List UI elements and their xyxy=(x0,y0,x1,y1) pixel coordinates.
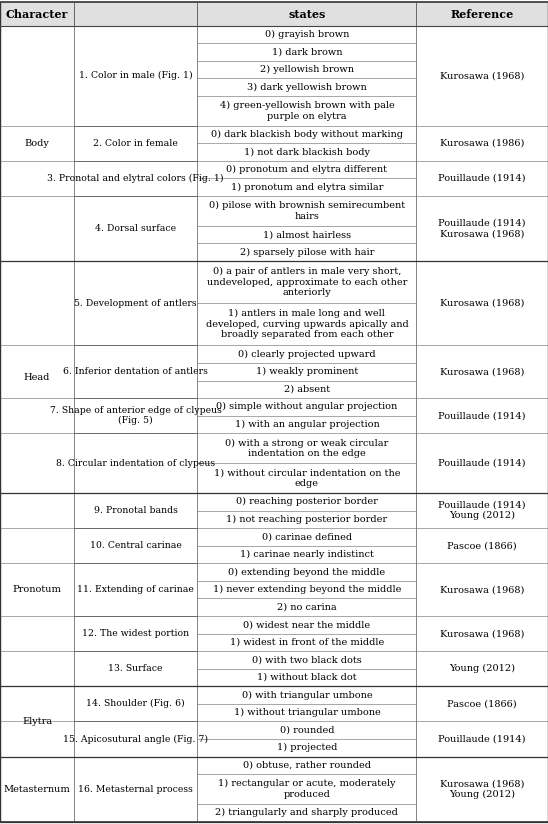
Text: 0) dark blackish body without marking: 0) dark blackish body without marking xyxy=(211,130,403,139)
Text: Body: Body xyxy=(25,138,49,147)
Text: 4. Dorsal surface: 4. Dorsal surface xyxy=(95,224,176,233)
Text: 0) rounded: 0) rounded xyxy=(279,726,334,735)
Text: Character: Character xyxy=(6,8,68,20)
Text: 11. Extending of carinae: 11. Extending of carinae xyxy=(77,585,194,594)
Text: 2) no carina: 2) no carina xyxy=(277,602,336,611)
Text: Kurosawa (1968): Kurosawa (1968) xyxy=(440,71,524,80)
Text: 1) pronotum and elytra similar: 1) pronotum and elytra similar xyxy=(231,183,383,192)
Text: 4) green-yellowish brown with pale
purple on elytra: 4) green-yellowish brown with pale purpl… xyxy=(220,101,394,120)
Text: 15. Apicosutural angle (Fig. 7): 15. Apicosutural angle (Fig. 7) xyxy=(63,734,208,743)
Text: Elytra: Elytra xyxy=(22,717,52,726)
Text: 2. Color in female: 2. Color in female xyxy=(93,138,178,147)
Text: 13. Surface: 13. Surface xyxy=(109,664,163,673)
Text: Pouillaude (1914)
Young (2012): Pouillaude (1914) Young (2012) xyxy=(438,501,526,521)
Text: 0) reaching posterior border: 0) reaching posterior border xyxy=(236,498,378,507)
Text: 1) not reaching posterior border: 1) not reaching posterior border xyxy=(226,515,387,524)
Text: Pouillaude (1914)
Kurosawa (1968): Pouillaude (1914) Kurosawa (1968) xyxy=(438,218,526,238)
Text: 16. Metasternal process: 16. Metasternal process xyxy=(78,784,193,794)
Text: states: states xyxy=(288,8,326,20)
Text: 0) widest near the middle: 0) widest near the middle xyxy=(243,620,370,630)
Text: 1) widest in front of the middle: 1) widest in front of the middle xyxy=(230,638,384,647)
Text: 0) simple without angular projection: 0) simple without angular projection xyxy=(216,402,397,411)
Text: 1) not dark blackish body: 1) not dark blackish body xyxy=(244,147,370,157)
Text: 7. Shape of anterior edge of clypeus
(Fig. 5): 7. Shape of anterior edge of clypeus (Fi… xyxy=(50,406,221,425)
Text: 1) without black dot: 1) without black dot xyxy=(257,673,357,682)
Text: 14. Shoulder (Fig. 6): 14. Shoulder (Fig. 6) xyxy=(86,700,185,709)
Text: 1) without circular indentation on the
edge: 1) without circular indentation on the e… xyxy=(214,468,400,488)
Text: Pouillaude (1914): Pouillaude (1914) xyxy=(438,459,526,468)
Text: 1) without triangular umbone: 1) without triangular umbone xyxy=(233,708,380,717)
Text: Pascoe (1866): Pascoe (1866) xyxy=(447,541,517,550)
Text: 0) with triangular umbone: 0) with triangular umbone xyxy=(242,691,372,700)
Text: Pronotum: Pronotum xyxy=(13,585,61,594)
Text: 1) dark brown: 1) dark brown xyxy=(272,48,342,56)
Text: 1. Color in male (Fig. 1): 1. Color in male (Fig. 1) xyxy=(79,71,192,80)
Text: Kurosawa (1986): Kurosawa (1986) xyxy=(440,138,524,147)
Text: 9. Pronotal bands: 9. Pronotal bands xyxy=(94,506,178,515)
Text: 2) triangularly and sharply produced: 2) triangularly and sharply produced xyxy=(215,808,398,817)
Text: Head: Head xyxy=(24,372,50,382)
Text: Kurosawa (1968): Kurosawa (1968) xyxy=(440,299,524,307)
Text: Pascoe (1866): Pascoe (1866) xyxy=(447,700,517,709)
Text: 0) pronotum and elytra different: 0) pronotum and elytra different xyxy=(226,165,387,174)
Text: Kurosawa (1968): Kurosawa (1968) xyxy=(440,368,524,377)
Text: Reference: Reference xyxy=(450,8,514,20)
Text: 0) carinae defined: 0) carinae defined xyxy=(262,532,352,541)
Text: 1) projected: 1) projected xyxy=(277,743,337,752)
Text: 0) obtuse, rather rounded: 0) obtuse, rather rounded xyxy=(243,761,371,770)
Text: Young (2012): Young (2012) xyxy=(449,664,515,673)
Text: Metasternum: Metasternum xyxy=(4,784,70,794)
Text: 1) with an angular projection: 1) with an angular projection xyxy=(235,420,379,429)
Text: 0) with two black dots: 0) with two black dots xyxy=(252,655,362,664)
Text: 8. Circular indentation of clypeus: 8. Circular indentation of clypeus xyxy=(56,459,215,468)
Text: Kurosawa (1968)
Young (2012): Kurosawa (1968) Young (2012) xyxy=(440,780,524,798)
Text: 1) never extending beyond the middle: 1) never extending beyond the middle xyxy=(213,585,401,594)
Text: 3. Pronotal and elytral colors (Fig. 1): 3. Pronotal and elytral colors (Fig. 1) xyxy=(47,174,224,183)
Text: Pouillaude (1914): Pouillaude (1914) xyxy=(438,734,526,743)
Text: 12. The widest portion: 12. The widest portion xyxy=(82,629,189,638)
Text: 2) absent: 2) absent xyxy=(284,385,330,394)
Text: Pouillaude (1914): Pouillaude (1914) xyxy=(438,411,526,420)
Text: 1) weakly prominent: 1) weakly prominent xyxy=(256,368,358,377)
Text: Pouillaude (1914): Pouillaude (1914) xyxy=(438,174,526,183)
Text: 0) clearly projected upward: 0) clearly projected upward xyxy=(238,349,376,358)
Text: 2) yellowish brown: 2) yellowish brown xyxy=(260,65,354,74)
Text: 2) sparsely pilose with hair: 2) sparsely pilose with hair xyxy=(239,248,374,257)
Text: 0) pilose with brownish semirecumbent
hairs: 0) pilose with brownish semirecumbent ha… xyxy=(209,201,405,221)
Text: 10. Central carinae: 10. Central carinae xyxy=(90,541,181,550)
Text: 1) carinae nearly indistinct: 1) carinae nearly indistinct xyxy=(240,550,374,559)
Text: 6. Inferior dentation of antlers: 6. Inferior dentation of antlers xyxy=(63,368,208,377)
Text: 5. Development of antlers: 5. Development of antlers xyxy=(75,299,197,307)
Bar xyxy=(0,2,548,26)
Text: 1) almost hairless: 1) almost hairless xyxy=(263,230,351,239)
Text: Kurosawa (1968): Kurosawa (1968) xyxy=(440,585,524,594)
Text: Kurosawa (1968): Kurosawa (1968) xyxy=(440,629,524,638)
Text: 1) rectangular or acute, moderately
produced: 1) rectangular or acute, moderately prod… xyxy=(218,780,396,798)
Text: 0) a pair of antlers in male very short,
undeveloped, approximate to each other
: 0) a pair of antlers in male very short,… xyxy=(207,267,407,297)
Text: 1) antlers in male long and well
developed, curving upwards apically and
broadly: 1) antlers in male long and well develop… xyxy=(206,309,408,339)
Text: 0) grayish brown: 0) grayish brown xyxy=(265,30,349,39)
Text: 3) dark yellowish brown: 3) dark yellowish brown xyxy=(247,82,367,91)
Text: 0) with a strong or weak circular
indentation on the edge: 0) with a strong or weak circular indent… xyxy=(225,438,389,458)
Text: 0) extending beyond the middle: 0) extending beyond the middle xyxy=(229,568,385,577)
